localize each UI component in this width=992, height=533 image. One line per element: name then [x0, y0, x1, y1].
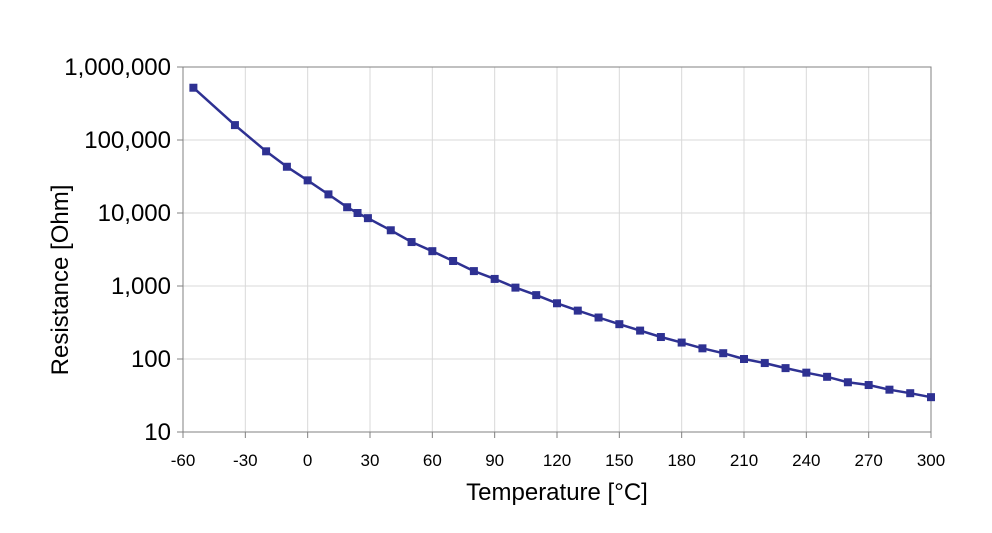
y-axis-title: Resistance [Ohm]	[47, 185, 74, 376]
x-tick-label: -60	[171, 451, 196, 470]
data-point	[760, 359, 769, 368]
y-tick-label: 10,000	[98, 200, 171, 227]
data-point	[428, 247, 437, 256]
data-point	[781, 364, 790, 373]
data-point	[324, 190, 333, 199]
series-line	[192, 86, 932, 399]
data-point	[343, 203, 352, 212]
data-point	[677, 338, 686, 347]
data-point	[823, 372, 832, 381]
data-point	[282, 162, 291, 171]
data-point	[469, 267, 478, 276]
data-point	[719, 349, 728, 358]
data-point	[303, 176, 312, 185]
data-point	[636, 326, 645, 335]
data-point	[449, 257, 458, 266]
data-point	[740, 355, 748, 363]
y-tick-label: 100	[131, 346, 171, 373]
x-tick-label: -30	[233, 451, 258, 470]
data-point	[843, 378, 852, 387]
x-tick-label: 240	[792, 451, 820, 470]
data-point	[885, 385, 894, 394]
data-point	[386, 226, 395, 235]
data-point	[927, 393, 935, 402]
data-point	[573, 306, 582, 315]
data-point	[511, 283, 520, 292]
y-tick-label: 1,000,000	[64, 54, 171, 81]
x-tick-label: 60	[423, 451, 442, 470]
data-point	[906, 389, 915, 398]
data-point	[353, 209, 362, 217]
y-axis-ticks: 10 100 1,000 10,000 100,000 1,000,000	[64, 54, 183, 446]
data-point	[230, 121, 239, 130]
x-tick-label: 90	[485, 451, 504, 470]
data-point	[189, 83, 198, 92]
data-point	[532, 291, 541, 300]
x-axis-ticks: -60 -30 0 30 60 90 120 150 180 210 240 270 300	[171, 432, 945, 470]
grid	[183, 67, 931, 432]
y-tick-label: 10	[144, 419, 171, 446]
series-layer	[189, 83, 935, 402]
data-point	[615, 320, 624, 329]
data-point	[594, 313, 603, 322]
x-tick-label: 180	[667, 451, 695, 470]
data-point	[407, 238, 416, 247]
data-point	[802, 368, 811, 377]
data-point	[864, 381, 873, 390]
x-tick-label: 150	[605, 451, 633, 470]
data-point	[363, 214, 372, 223]
x-axis-title: Temperature [°C]	[466, 479, 648, 506]
data-point	[698, 344, 707, 353]
data-point	[262, 147, 271, 156]
x-tick-label: 300	[917, 451, 945, 470]
x-tick-label: 0	[303, 451, 312, 470]
x-tick-label: 270	[854, 451, 882, 470]
y-tick-label: 1,000	[111, 273, 171, 300]
y-tick-label: 100,000	[84, 127, 171, 154]
x-tick-label: 210	[730, 451, 758, 470]
x-tick-label: 120	[543, 451, 571, 470]
data-point	[656, 333, 665, 342]
data-point	[490, 274, 499, 283]
x-tick-label: 30	[361, 451, 380, 470]
data-point	[553, 299, 561, 308]
